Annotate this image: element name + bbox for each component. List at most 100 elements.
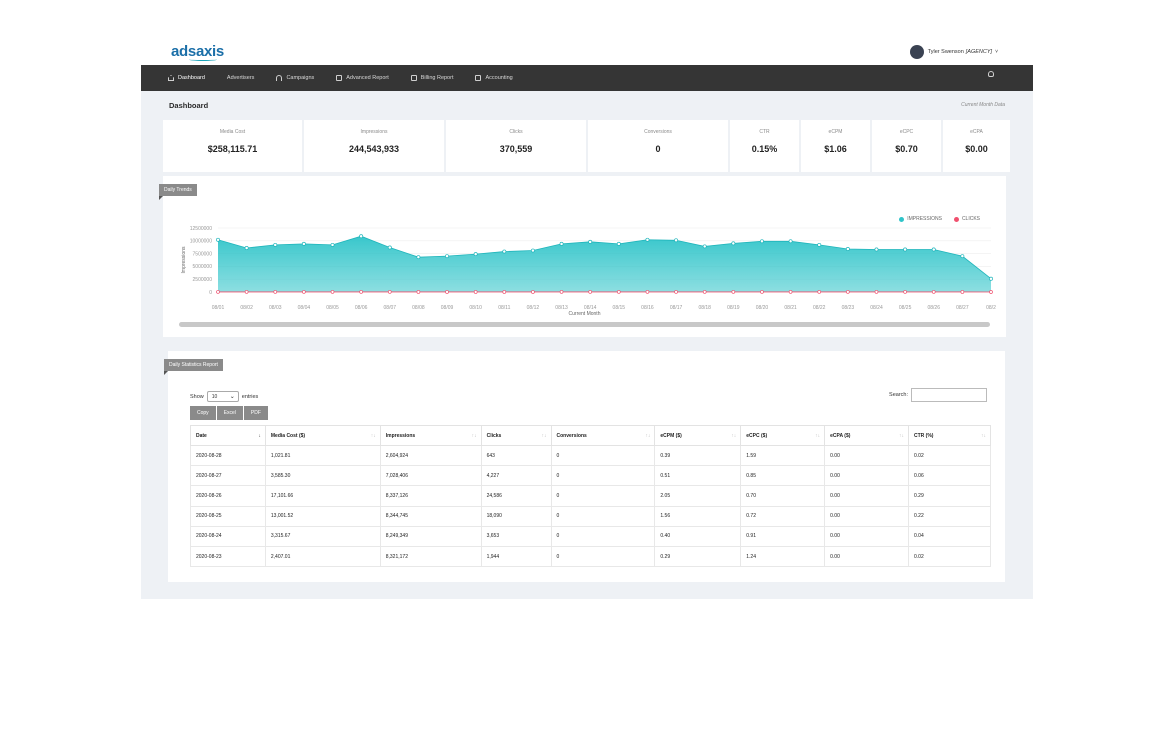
column-header-ctr[interactable]: CTR (%) ↑↓ [908,425,991,446]
table-header-row: Date ↓ Media Cost ($) ↑↓ Impressions ↑↓ Cli… [190,425,991,446]
table-cell: 4,227 [480,465,552,487]
clicks-point[interactable] [387,290,392,294]
impressions-point[interactable] [273,242,278,247]
x-tick-label: 08/22 [813,305,826,311]
clicks-point[interactable] [960,290,965,294]
table-cell: 2,604,924 [379,444,482,467]
impressions-point[interactable] [502,249,507,254]
stat-card-conversions: Conversions 0 [588,120,728,172]
clicks-point[interactable] [244,290,249,294]
clicks-point[interactable] [359,290,363,294]
column-header-ecpc[interactable]: eCPC ($) ↑↓ [740,425,826,446]
user-name: Tyler Swenson [927,49,964,55]
clicks-point[interactable] [616,290,621,294]
impressions-point[interactable] [559,241,564,246]
clicks-point[interactable] [702,290,707,294]
clicks-point[interactable] [760,290,764,294]
impressions-point[interactable] [817,242,822,247]
clicks-point[interactable] [502,290,507,294]
export-buttons: Copy Excel PDF [190,406,269,420]
impressions-point[interactable] [244,246,249,250]
table-row: 2020-08-27 3,585.30 7,028,406 4,227 0 0.51 0.8… [190,465,991,487]
copy-button[interactable]: Copy [190,406,216,420]
nav-item-dashboard[interactable]: Dashboard [168,75,205,81]
impressions-point[interactable] [416,255,421,260]
x-tick-label: 08/10 [469,305,482,311]
table-cell: 8,344,745 [379,505,482,527]
nav-item-advanced-report[interactable]: Advanced Report [336,75,389,81]
y-tick-label: 5000000 [193,264,213,270]
impressions-point[interactable] [616,241,621,246]
clicks-point[interactable] [445,290,449,294]
clicks-point[interactable] [473,290,478,294]
impressions-point[interactable] [645,237,650,242]
table-row: 2020-08-26 17,101.66 8,337,126 24,586 0 2.05 0… [190,485,991,507]
impressions-point[interactable] [674,238,679,243]
clicks-point[interactable] [788,290,793,294]
clicks-point[interactable] [216,290,220,294]
clicks-point[interactable] [273,290,278,294]
impressions-point[interactable] [216,237,220,242]
nav-item-accounting[interactable]: Accounting [475,75,513,81]
clicks-point[interactable] [302,290,306,294]
main-nav: Dashboard Advertisers Campaigns Advanced… [141,65,1033,91]
search-input[interactable] [911,388,987,402]
column-header-conversions[interactable]: Conversions ↑↓ [550,425,656,446]
legend-item-impressions[interactable]: IMPRESSIONS [899,216,942,222]
column-header-ecpm[interactable]: eCPM ($) ↑↓ [654,425,742,446]
chart-scrollbar[interactable] [179,322,990,327]
nav-item-advertisers[interactable]: Advertisers [227,71,994,81]
clicks-point[interactable] [416,290,421,294]
y-tick-label: 2500000 [193,277,213,283]
impressions-point[interactable] [731,241,736,246]
impressions-point[interactable] [445,254,449,259]
column-header-media-cost[interactable]: Media Cost ($) ↑↓ [264,425,381,446]
impressions-point[interactable] [903,247,908,252]
table-cell: 8,337,126 [379,485,482,507]
impressions-point[interactable] [989,276,993,281]
impressions-point[interactable] [845,247,850,251]
impressions-point[interactable] [530,248,535,253]
clicks-point[interactable] [731,290,736,294]
clicks-point[interactable] [846,290,850,294]
column-header-ecpa[interactable]: eCPA ($) ↑↓ [824,425,910,446]
impressions-point[interactable] [931,247,936,252]
impressions-point[interactable] [301,241,306,246]
impressions-point[interactable] [960,254,965,259]
impressions-point[interactable] [588,239,593,244]
nav-item-billing-report[interactable]: Billing Report [410,75,453,81]
clicks-point[interactable] [874,290,879,294]
column-header-date[interactable]: Date ↓ [190,425,266,446]
legend-item-clicks[interactable]: CLICKS [953,216,980,222]
clicks-point[interactable] [330,290,335,294]
clicks-point[interactable] [931,290,936,294]
impressions-point[interactable] [359,234,364,239]
clicks-point[interactable] [588,290,593,294]
pdf-button[interactable]: PDF [243,406,268,420]
column-header-clicks[interactable]: Clicks ↑↓ [480,425,552,446]
impressions-point[interactable] [702,244,707,249]
column-header-impressions[interactable]: Impressions ↑↓ [379,425,482,446]
clicks-point[interactable] [531,290,535,294]
x-tick-label: 08/09 [441,305,454,311]
clicks-point[interactable] [674,290,678,294]
column-header-label: eCPC ($) [746,432,768,439]
impressions-point[interactable] [473,252,478,257]
nav-item-campaigns[interactable]: Campaigns [276,75,314,81]
impressions-point[interactable] [874,247,879,252]
clicks-point[interactable] [645,290,650,294]
clicks-point[interactable] [817,290,822,294]
clicks-point[interactable] [989,290,993,294]
impressions-point[interactable] [760,239,764,244]
excel-button[interactable]: Excel [216,406,243,420]
clicks-point[interactable] [559,290,564,294]
impressions-point[interactable] [387,245,392,250]
entries-select[interactable]: 10 ⌄ [206,391,239,402]
logo[interactable]: adsaxis [171,43,224,61]
user-menu[interactable]: Tyler Swenson [AGENCY] ˅ [909,45,998,59]
impressions-point[interactable] [330,242,335,247]
clicks-point[interactable] [903,290,907,294]
x-tick-label: 08/02 [240,305,253,311]
impressions-point[interactable] [788,239,793,244]
column-header-label: CTR (%) [914,432,934,439]
